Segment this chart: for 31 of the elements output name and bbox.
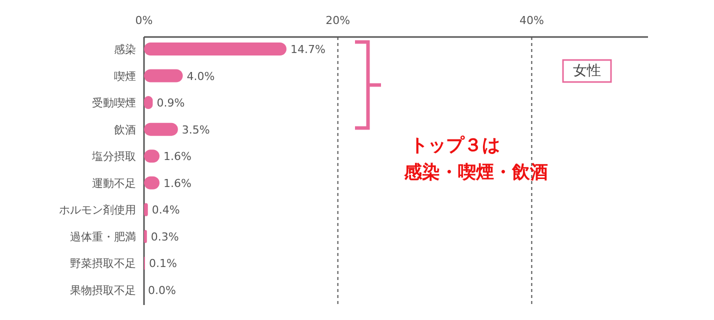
- y-tick-label: 野菜摂取不足: [70, 257, 136, 270]
- data-label: 0.4%: [152, 204, 180, 217]
- annotation: トップ３は: [410, 135, 500, 156]
- data-label: 0.1%: [148, 257, 177, 270]
- data-label: 14.7%: [290, 43, 326, 56]
- y-tick-label: 感染: [114, 43, 136, 56]
- bar: [144, 203, 148, 216]
- x-tick-label: 40%: [519, 14, 544, 27]
- y-tick-label: 喫煙: [114, 70, 136, 83]
- y-tick-label: ホルモン剤使用: [59, 204, 136, 217]
- y-tick-label: 受動喫煙: [92, 96, 136, 110]
- y-tick-label: 飲酒: [114, 123, 136, 136]
- data-label: 1.6%: [164, 176, 192, 190]
- bar: [144, 122, 178, 136]
- x-tick-label: 0%: [135, 14, 153, 27]
- y-tick-label: 過体重・肥満: [70, 230, 136, 244]
- bar: [144, 42, 286, 56]
- data-label: 4.0%: [186, 70, 215, 83]
- y-tick-label: 運動不足: [92, 176, 136, 190]
- bar: [144, 230, 147, 243]
- data-label: 0.0%: [148, 284, 176, 297]
- data-label: 0.3%: [150, 230, 179, 244]
- annotation: 感染・喫煙・飲酒: [403, 162, 548, 183]
- bar: [144, 69, 183, 82]
- data-label: 0.9%: [156, 96, 185, 110]
- y-tick-label: 塩分摂取: [91, 150, 136, 164]
- x-tick-label: 20%: [326, 14, 350, 27]
- data-label: 3.5%: [182, 123, 210, 136]
- y-tick-label: 果物摂取不足: [70, 284, 136, 297]
- annotation: 女性: [573, 63, 601, 79]
- data-label: 1.6%: [164, 150, 192, 164]
